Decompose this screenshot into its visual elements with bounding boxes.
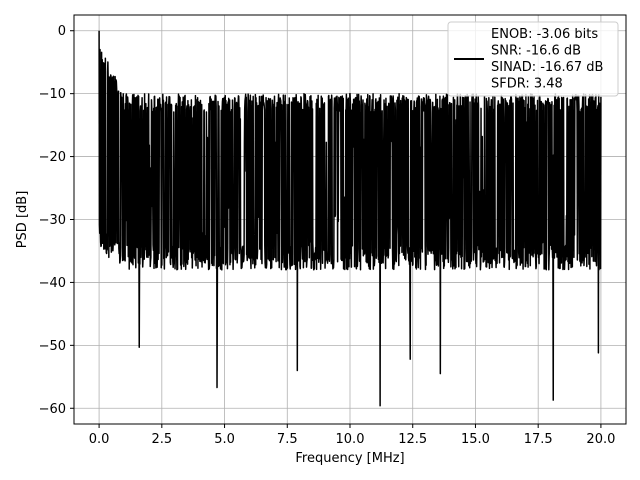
y-tick-label: −40 [39, 276, 66, 291]
legend-snr: SNR: -16.6 dB [491, 44, 581, 59]
legend-enob: ENOB: -3.06 bits [491, 27, 598, 42]
x-axis-label: Frequency [MHz] [295, 451, 404, 466]
x-tick-label: 12.5 [398, 432, 427, 447]
y-axis-ticks: 0 −10 −20 −30 −40 −50 −60 [39, 24, 74, 417]
x-tick-label: 0.0 [89, 432, 110, 447]
y-tick-label: −20 [39, 150, 66, 165]
legend-sinad: SINAD: -16.67 dB [491, 60, 603, 75]
x-tick-label: 20.0 [586, 432, 615, 447]
x-axis-ticks: 0.0 2.5 5.0 7.5 10.0 12.5 15.0 17.5 20.0 [89, 424, 615, 447]
y-axis-label: PSD [dB] [15, 191, 30, 249]
x-tick-label: 15.0 [461, 432, 490, 447]
legend-box [447, 21, 619, 97]
legend: ENOB: -3.06 bits SNR: -16.6 dB SINAD: -1… [447, 21, 619, 97]
y-tick-label: −30 [39, 213, 66, 228]
x-tick-label: 10.0 [336, 432, 365, 447]
y-tick-label: −50 [39, 339, 66, 354]
psd-series [98, 30, 602, 407]
x-tick-label: 2.5 [151, 432, 172, 447]
x-tick-label: 5.0 [214, 432, 235, 447]
x-tick-label: 7.5 [277, 432, 298, 447]
x-tick-label: 17.5 [524, 432, 553, 447]
psd-line [98, 30, 602, 407]
y-tick-label: 0 [58, 24, 66, 39]
y-tick-label: −10 [39, 87, 66, 102]
y-tick-label: −60 [39, 402, 66, 417]
legend-sfdr: SFDR: 3.48 [491, 77, 563, 92]
